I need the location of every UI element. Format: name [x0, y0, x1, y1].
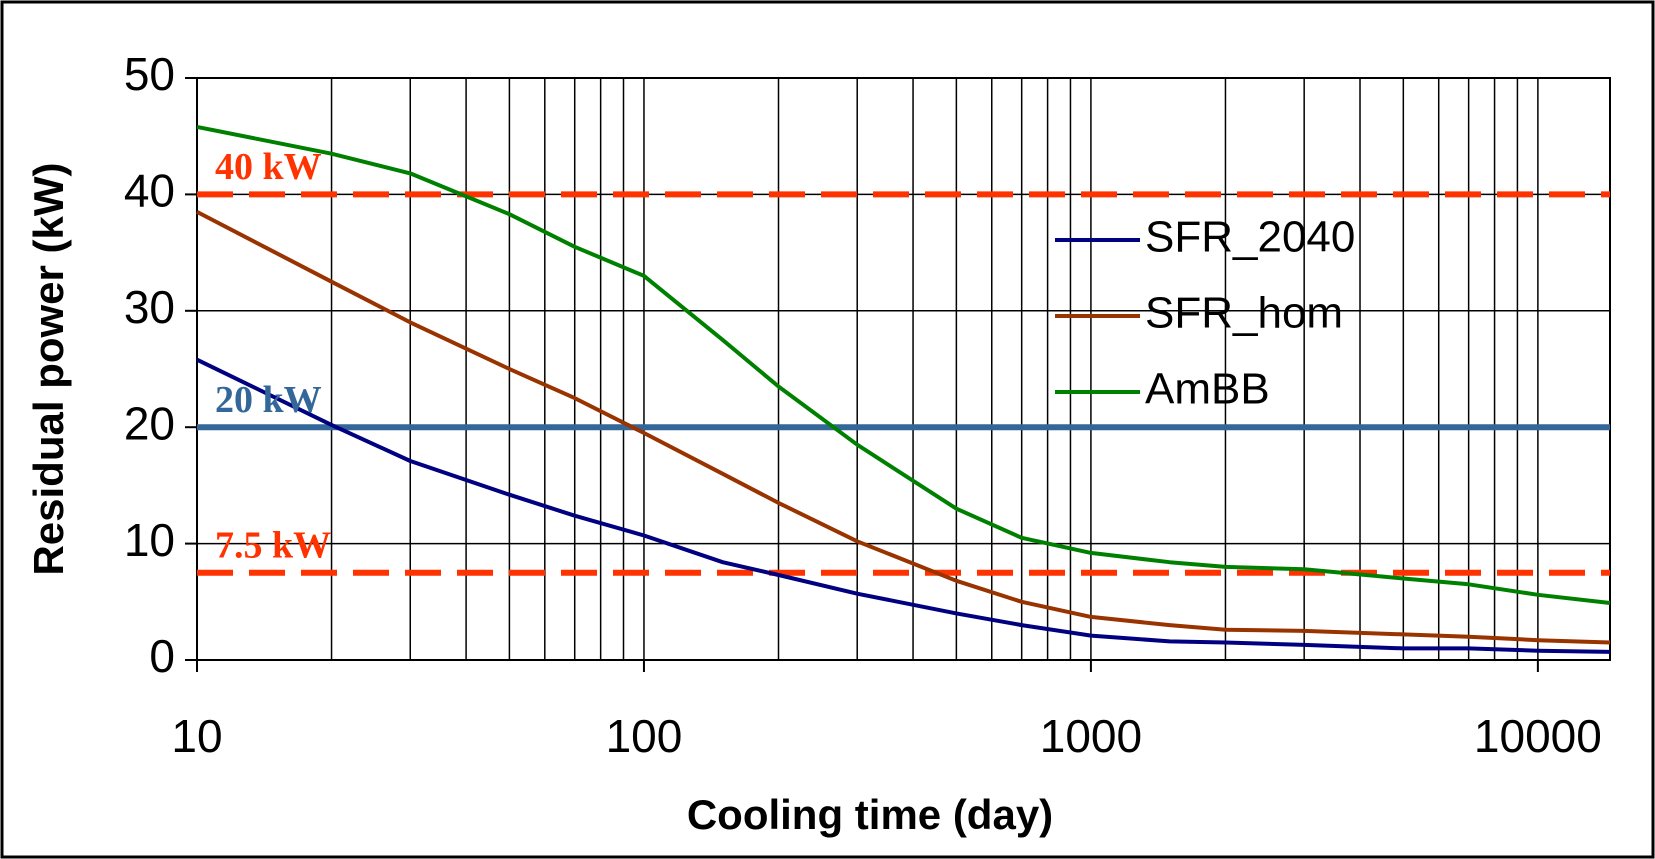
series-line [196, 124, 1611, 605]
y-tick-label: 50 [124, 48, 175, 100]
reference-label: 20 kW [215, 379, 322, 421]
series-line [196, 357, 1611, 654]
y-tick-label: 20 [124, 397, 175, 449]
x-tick-label: 1000 [1040, 710, 1142, 762]
series-line [196, 210, 1611, 645]
y-tick-label: 0 [149, 630, 175, 682]
legend-label: SFR_2040 [1145, 213, 1355, 262]
y-tick-label: 10 [124, 514, 175, 566]
plot-frame [196, 77, 1611, 661]
y-axis-title: Residual power (kW) [25, 162, 72, 575]
x-axis-title: Cooling time (day) [687, 791, 1053, 838]
y-tick-label: 40 [124, 165, 175, 217]
reference-label: 40 kW [215, 146, 322, 188]
y-tick-label: 30 [124, 281, 175, 333]
legend-label: AmBB [1145, 365, 1270, 414]
x-tick-label: 10 [171, 710, 222, 762]
reference-label: 7.5 kW [215, 524, 331, 566]
x-tick-label: 100 [606, 710, 683, 762]
x-tick-label: 10000 [1474, 710, 1602, 762]
legend-label: SFR_hom [1145, 289, 1343, 338]
